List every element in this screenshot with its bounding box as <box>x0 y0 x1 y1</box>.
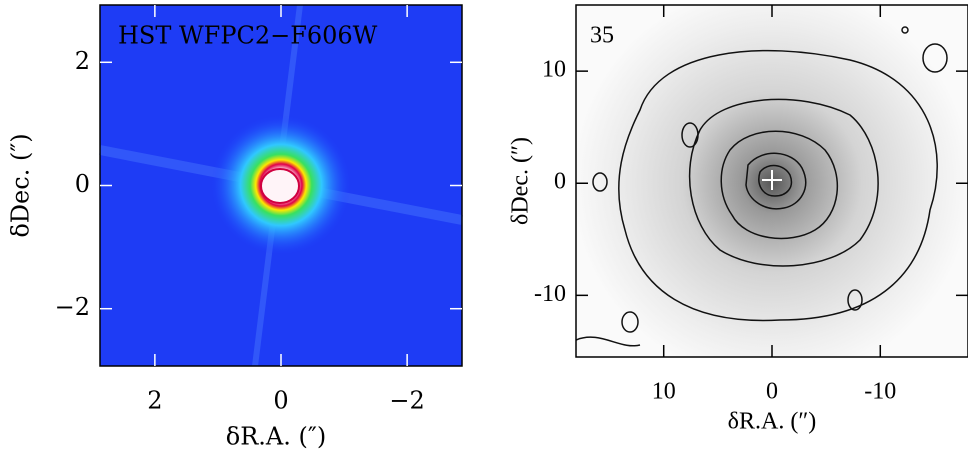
x-axis-label: δR.A. (″) <box>728 409 817 435</box>
center-cross <box>762 170 782 190</box>
x-tick-label: -10 <box>864 379 896 405</box>
annotation: HST WFPC2−F606W <box>118 22 378 50</box>
y-axis-label: δDec. (″) <box>508 137 534 225</box>
y-tick-label: -10 <box>534 281 566 307</box>
image-panel <box>99 4 463 367</box>
y-tick-label: −2 <box>55 293 90 321</box>
x-tick-label: 0 <box>766 379 778 405</box>
y-tick-label: 10 <box>542 57 566 83</box>
y-axis-label: δDec. (″) <box>7 133 35 237</box>
x-tick-label: −2 <box>389 387 424 415</box>
x-tick-label: 10 <box>652 379 676 405</box>
annotation: 35 <box>590 23 614 49</box>
x-tick-label: 0 <box>273 387 288 415</box>
saturated-core <box>260 168 300 204</box>
y-tick-label: 0 <box>554 169 566 195</box>
y-tick-label: 2 <box>75 47 90 75</box>
contour-panel <box>576 5 968 357</box>
y-tick-label: 0 <box>75 170 90 198</box>
contours <box>576 26 948 347</box>
x-tick-label: 2 <box>147 387 162 415</box>
x-axis-label: δR.A. (″) <box>226 423 326 451</box>
